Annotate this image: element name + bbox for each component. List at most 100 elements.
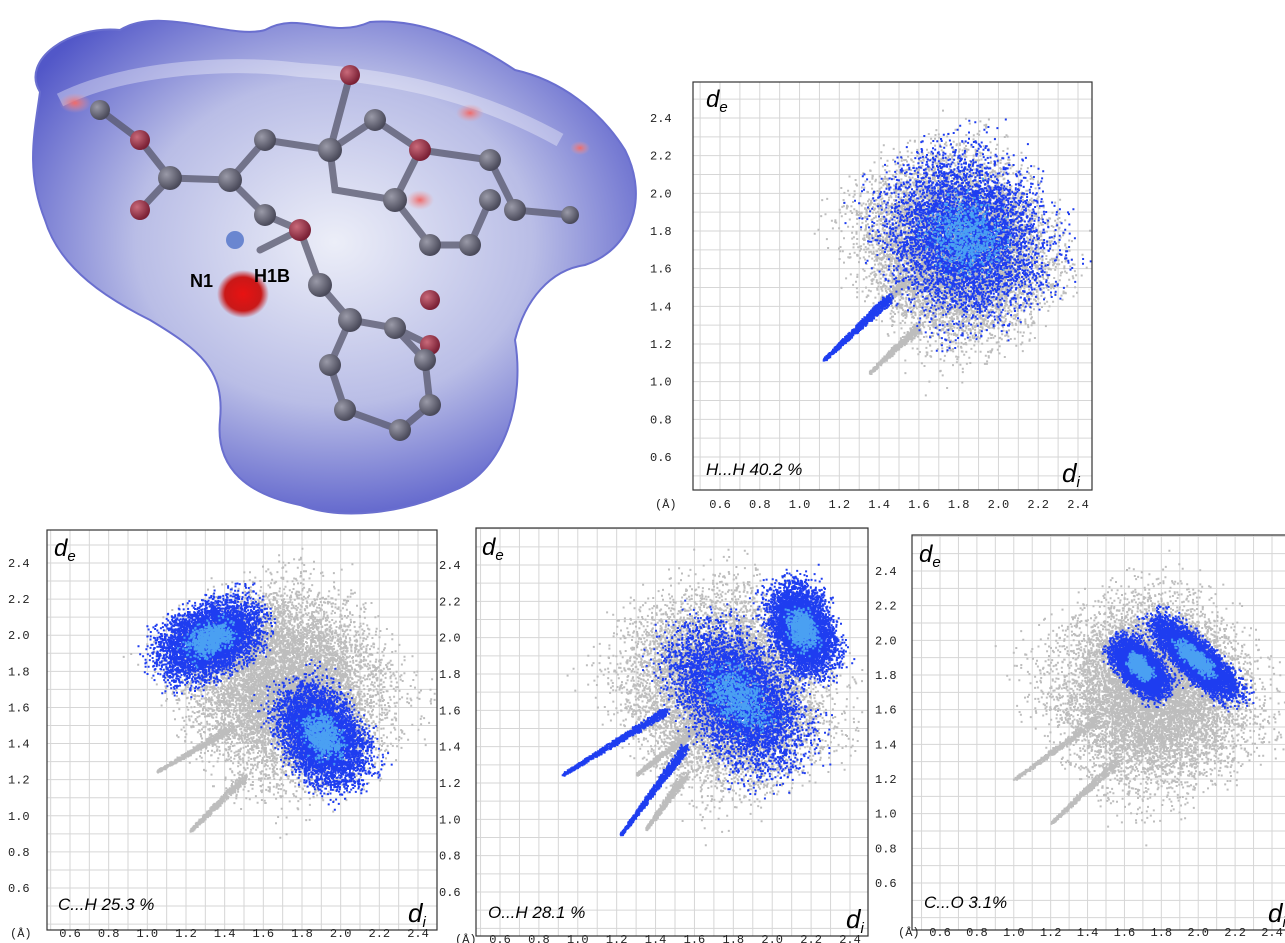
y-tick-label: 1.8	[650, 225, 672, 239]
y-tick-label: 0.6	[8, 882, 30, 896]
x-tick-label: 1.8	[1151, 926, 1173, 940]
plot-frame	[911, 534, 1285, 931]
x-unit-label: (Å)	[10, 926, 32, 941]
contact-spike-2	[619, 743, 690, 837]
x-tick-label: 1.6	[684, 933, 706, 943]
contact-spike-1	[822, 293, 894, 362]
shadow-spike-2	[1050, 759, 1120, 825]
h1b-contact-spot	[217, 270, 269, 318]
shadow-points	[122, 547, 436, 839]
y-tick-label: 0.8	[875, 842, 897, 856]
fingerprint-panel-3: 2.4 2.2 2.0 1.8 1.6 1.4 1.2 1.0 0.8 0.6 0.6 0.8 1.0 1…	[439, 527, 869, 943]
x-tick-label: 2.2	[800, 933, 822, 943]
x-tick-label: 1.2	[829, 498, 851, 512]
contact-dense-1	[916, 177, 1012, 288]
y-tick-label: 0.8	[8, 846, 30, 860]
y-tick-label: 1.0	[439, 813, 461, 827]
y-tick-label: 2.4	[8, 557, 30, 571]
y-tick-label: 2.2	[439, 595, 461, 609]
plot-area	[912, 535, 1285, 930]
x-tick-label: 1.4	[1077, 926, 1099, 940]
y-tick-label: 2.0	[875, 634, 897, 648]
x-unit-label: (Å)	[898, 925, 920, 940]
contact-percent-label: C...O 3.1%	[924, 893, 1007, 912]
x-axis-label: di	[1268, 898, 1285, 931]
x-tick-label: 0.8	[98, 927, 120, 941]
contact-dense-2	[783, 605, 823, 658]
surface-body	[32, 19, 637, 515]
y-tick-label: 1.8	[8, 665, 30, 679]
y-tick-label: 1.0	[8, 810, 30, 824]
plot-frame	[692, 81, 1093, 491]
atom-label-h1b: H1B	[254, 266, 290, 286]
y-tick-label: 1.2	[8, 774, 30, 788]
x-axis-label: di	[408, 898, 426, 931]
y-tick-label: 1.2	[439, 777, 461, 791]
x-tick-label: 2.2	[369, 927, 391, 941]
fingerprint-panel-2: 2.4 2.2 2.0 1.8 1.6 1.4 1.2 1.0 0.8 0.6 0.6 0.8 1.0 1…	[8, 529, 438, 941]
shadow-points	[994, 549, 1285, 847]
x-tick-label: 2.0	[761, 933, 783, 943]
x-tick-label: 1.4	[214, 927, 236, 941]
y-tick-label: 1.8	[439, 668, 461, 682]
y-tick-label: 1.4	[439, 741, 461, 755]
x-tick-label: 1.6	[253, 927, 275, 941]
y-tick-label: 0.6	[875, 877, 897, 891]
shadow-spike-1	[635, 726, 699, 777]
y-tick-label: 1.6	[439, 704, 461, 718]
scatter-points	[122, 547, 436, 839]
contact-percent-label: C...H 25.3 %	[58, 895, 154, 914]
plot-frame	[46, 529, 438, 931]
gridlines	[47, 530, 437, 930]
contact-dense-1	[1125, 650, 1157, 683]
x-unit-label: (Å)	[655, 497, 677, 512]
y-tick-label: 2.0	[8, 629, 30, 643]
scatter-points	[994, 549, 1285, 847]
x-tick-label: 1.0	[789, 498, 811, 512]
x-tick-label: 2.0	[330, 927, 352, 941]
scatter-points	[813, 109, 1092, 397]
fingerprint-plots: 2.4 2.2 2.0 1.8 1.6 1.4 1.2 1.0 0.8 0.6 0.6 0.8 1.0 1…	[8, 81, 1285, 943]
y-tick-label: 1.2	[650, 338, 672, 352]
y-tick-label: 1.0	[650, 376, 672, 390]
x-tick-label: 1.2	[606, 933, 628, 943]
x-tick-label: 0.8	[749, 498, 771, 512]
contact-percent-label: O...H 28.1 %	[488, 903, 585, 922]
contact-dense-2	[295, 707, 349, 765]
x-tick-label: 1.6	[908, 498, 930, 512]
x-unit-label: (Å)	[455, 932, 477, 943]
y-tick-label: 1.4	[650, 300, 672, 314]
x-tick-label: 1.6	[1114, 926, 1136, 940]
y-tick-label: 2.2	[875, 600, 897, 614]
x-tick-label: 1.2	[175, 927, 197, 941]
y-tick-label: 0.8	[650, 413, 672, 427]
x-tick-label: 0.6	[709, 498, 731, 512]
y-tick-label: 0.6	[439, 886, 461, 900]
x-tick-label: 2.4	[407, 927, 429, 941]
y-tick-label: 1.4	[8, 738, 30, 752]
shadow-spike-2	[645, 771, 691, 832]
scatter-points	[561, 548, 864, 847]
x-tick-label: 1.4	[868, 498, 890, 512]
x-tick-label: 2.4	[839, 933, 861, 943]
y-tick-label: 1.6	[650, 263, 672, 277]
hirshfeld-surface: N1 H1B	[32, 19, 637, 515]
shadow-spike-2	[189, 773, 248, 833]
x-tick-label: 0.8	[528, 933, 550, 943]
y-tick-label: 1.2	[875, 773, 897, 787]
x-tick-label: 1.0	[137, 927, 159, 941]
y-tick-label: 0.8	[439, 850, 461, 864]
y-tick-label: 1.8	[875, 669, 897, 683]
atom-label-n1: N1	[190, 271, 213, 291]
x-tick-label: 1.8	[291, 927, 313, 941]
fingerprint-panel-4: 2.4 2.2 2.0 1.8 1.6 1.4 1.2 1.0 0.8 0.6 0.6 0.8 1.0 1…	[875, 534, 1285, 940]
plot-frame	[475, 527, 869, 937]
x-tick-label: 2.0	[1187, 926, 1209, 940]
shadow-spike-1	[1012, 716, 1102, 781]
x-tick-label: 2.2	[1224, 926, 1246, 940]
shadow-spike-2	[868, 322, 924, 375]
y-tick-label: 2.4	[875, 565, 897, 579]
y-tick-label: 1.4	[875, 738, 897, 752]
x-tick-label: 1.2	[1040, 926, 1062, 940]
